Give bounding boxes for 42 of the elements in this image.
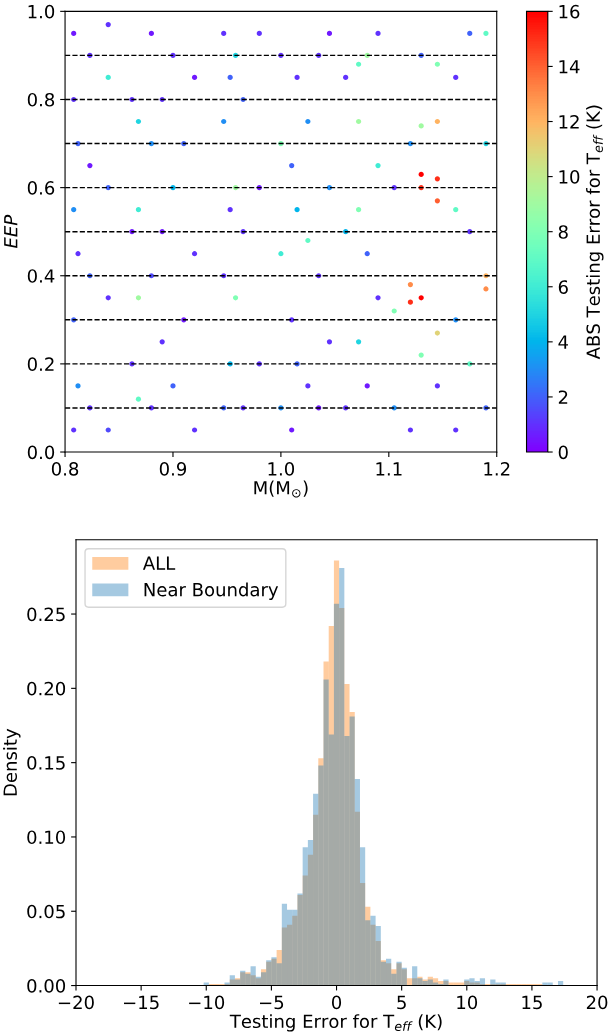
y-tick-label: 1.0 bbox=[28, 4, 55, 19]
y-tick-label: 0.25 bbox=[27, 607, 65, 622]
y-tick-label: 0.20 bbox=[27, 681, 66, 696]
y-tick-label: 0.6 bbox=[27, 181, 55, 195]
color-bar-label: 10 bbox=[559, 170, 580, 184]
y-tick-label: 0.00 bbox=[27, 979, 66, 993]
x-tick-label: 20 bbox=[586, 995, 608, 1010]
x-tick-label: 0.9 bbox=[159, 462, 187, 476]
x-tick-label: −20 bbox=[58, 995, 94, 1010]
x-tick-label: 5 bbox=[397, 995, 406, 1010]
color-bar-label: 16 bbox=[559, 4, 580, 19]
x-tick-label: −10 bbox=[189, 995, 225, 1010]
x-axis-title: Testing Error for T$_{eff}$ (K) bbox=[229, 1014, 442, 1032]
color-bar-label: 2 bbox=[558, 390, 568, 404]
legend-label: Near Boundary bbox=[144, 582, 279, 600]
x-tick-label: −15 bbox=[123, 995, 159, 1010]
y-tick-label: 0.4 bbox=[27, 269, 55, 283]
y-tick-label: 0.2 bbox=[27, 357, 54, 371]
y-axis-title: EEP bbox=[4, 214, 18, 249]
y-tick-label: 0.15 bbox=[27, 756, 65, 770]
color-bar-label: 4 bbox=[558, 335, 569, 349]
x-tick-label: 1.1 bbox=[376, 462, 402, 476]
color-bar-label: 12 bbox=[559, 114, 579, 129]
color-bar-label: 6 bbox=[558, 280, 568, 294]
color-bar-title: ABS Testing Error for T$_{eff}$ (K) bbox=[586, 105, 604, 360]
x-tick-label: 1.2 bbox=[484, 462, 510, 476]
legend-label: ALL bbox=[142, 556, 176, 570]
x-tick-label: 15 bbox=[522, 995, 542, 1010]
x-tick-label: 0 bbox=[331, 995, 342, 1010]
x-tick-label: 1.0 bbox=[268, 462, 295, 476]
color-bar-label: 0 bbox=[558, 445, 568, 460]
x-tick-label: 0.8 bbox=[51, 462, 79, 476]
x-tick-label: 10 bbox=[457, 995, 478, 1010]
color-bar-label: 14 bbox=[559, 60, 580, 74]
color-bar-label: 8 bbox=[558, 225, 568, 239]
y-axis-title: Density bbox=[3, 728, 21, 796]
x-axis-title: M(M$_{⊙}$) bbox=[254, 480, 308, 498]
y-tick-label: 0.10 bbox=[27, 830, 66, 845]
y-tick-label: 0.05 bbox=[27, 904, 65, 919]
x-tick-label: −5 bbox=[260, 995, 284, 1010]
y-tick-label: 0.0 bbox=[27, 445, 55, 460]
y-tick-label: 0.8 bbox=[27, 92, 55, 107]
